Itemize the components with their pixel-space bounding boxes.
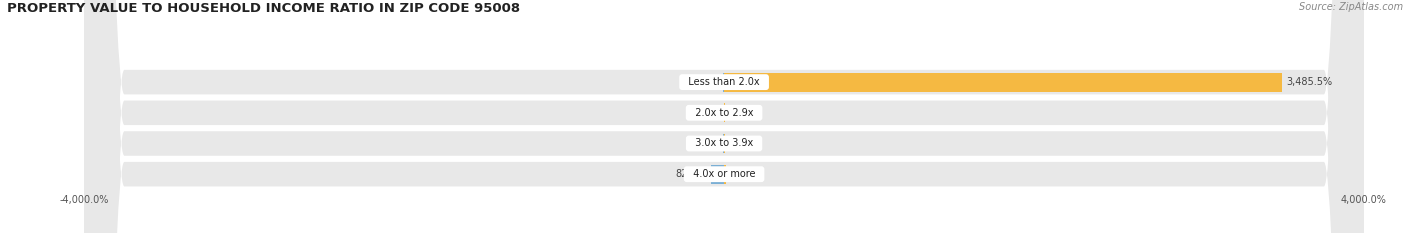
FancyBboxPatch shape — [84, 0, 1364, 233]
FancyBboxPatch shape — [84, 0, 1364, 233]
Text: PROPERTY VALUE TO HOUSEHOLD INCOME RATIO IN ZIP CODE 95008: PROPERTY VALUE TO HOUSEHOLD INCOME RATIO… — [7, 2, 520, 15]
Text: 7.2%: 7.2% — [693, 138, 718, 148]
Text: Source: ZipAtlas.com: Source: ZipAtlas.com — [1299, 2, 1403, 12]
Text: 11.0%: 11.0% — [731, 169, 761, 179]
Text: 3,485.5%: 3,485.5% — [1286, 77, 1333, 87]
Text: 2.0x to 2.9x: 2.0x to 2.9x — [689, 108, 759, 118]
Text: 82.0%: 82.0% — [675, 169, 706, 179]
FancyBboxPatch shape — [84, 0, 1364, 233]
Bar — [724, 73, 1281, 92]
Bar — [724, 165, 725, 184]
Text: 4.0x or more: 4.0x or more — [686, 169, 762, 179]
FancyBboxPatch shape — [84, 0, 1364, 233]
Bar — [711, 165, 724, 184]
Text: 7.0%: 7.0% — [693, 77, 718, 87]
Text: 3.6%: 3.6% — [730, 108, 754, 118]
Text: 3.0x to 3.9x: 3.0x to 3.9x — [689, 138, 759, 148]
Text: 3.3%: 3.3% — [695, 108, 718, 118]
Text: 7.8%: 7.8% — [730, 138, 755, 148]
Text: Less than 2.0x: Less than 2.0x — [682, 77, 766, 87]
